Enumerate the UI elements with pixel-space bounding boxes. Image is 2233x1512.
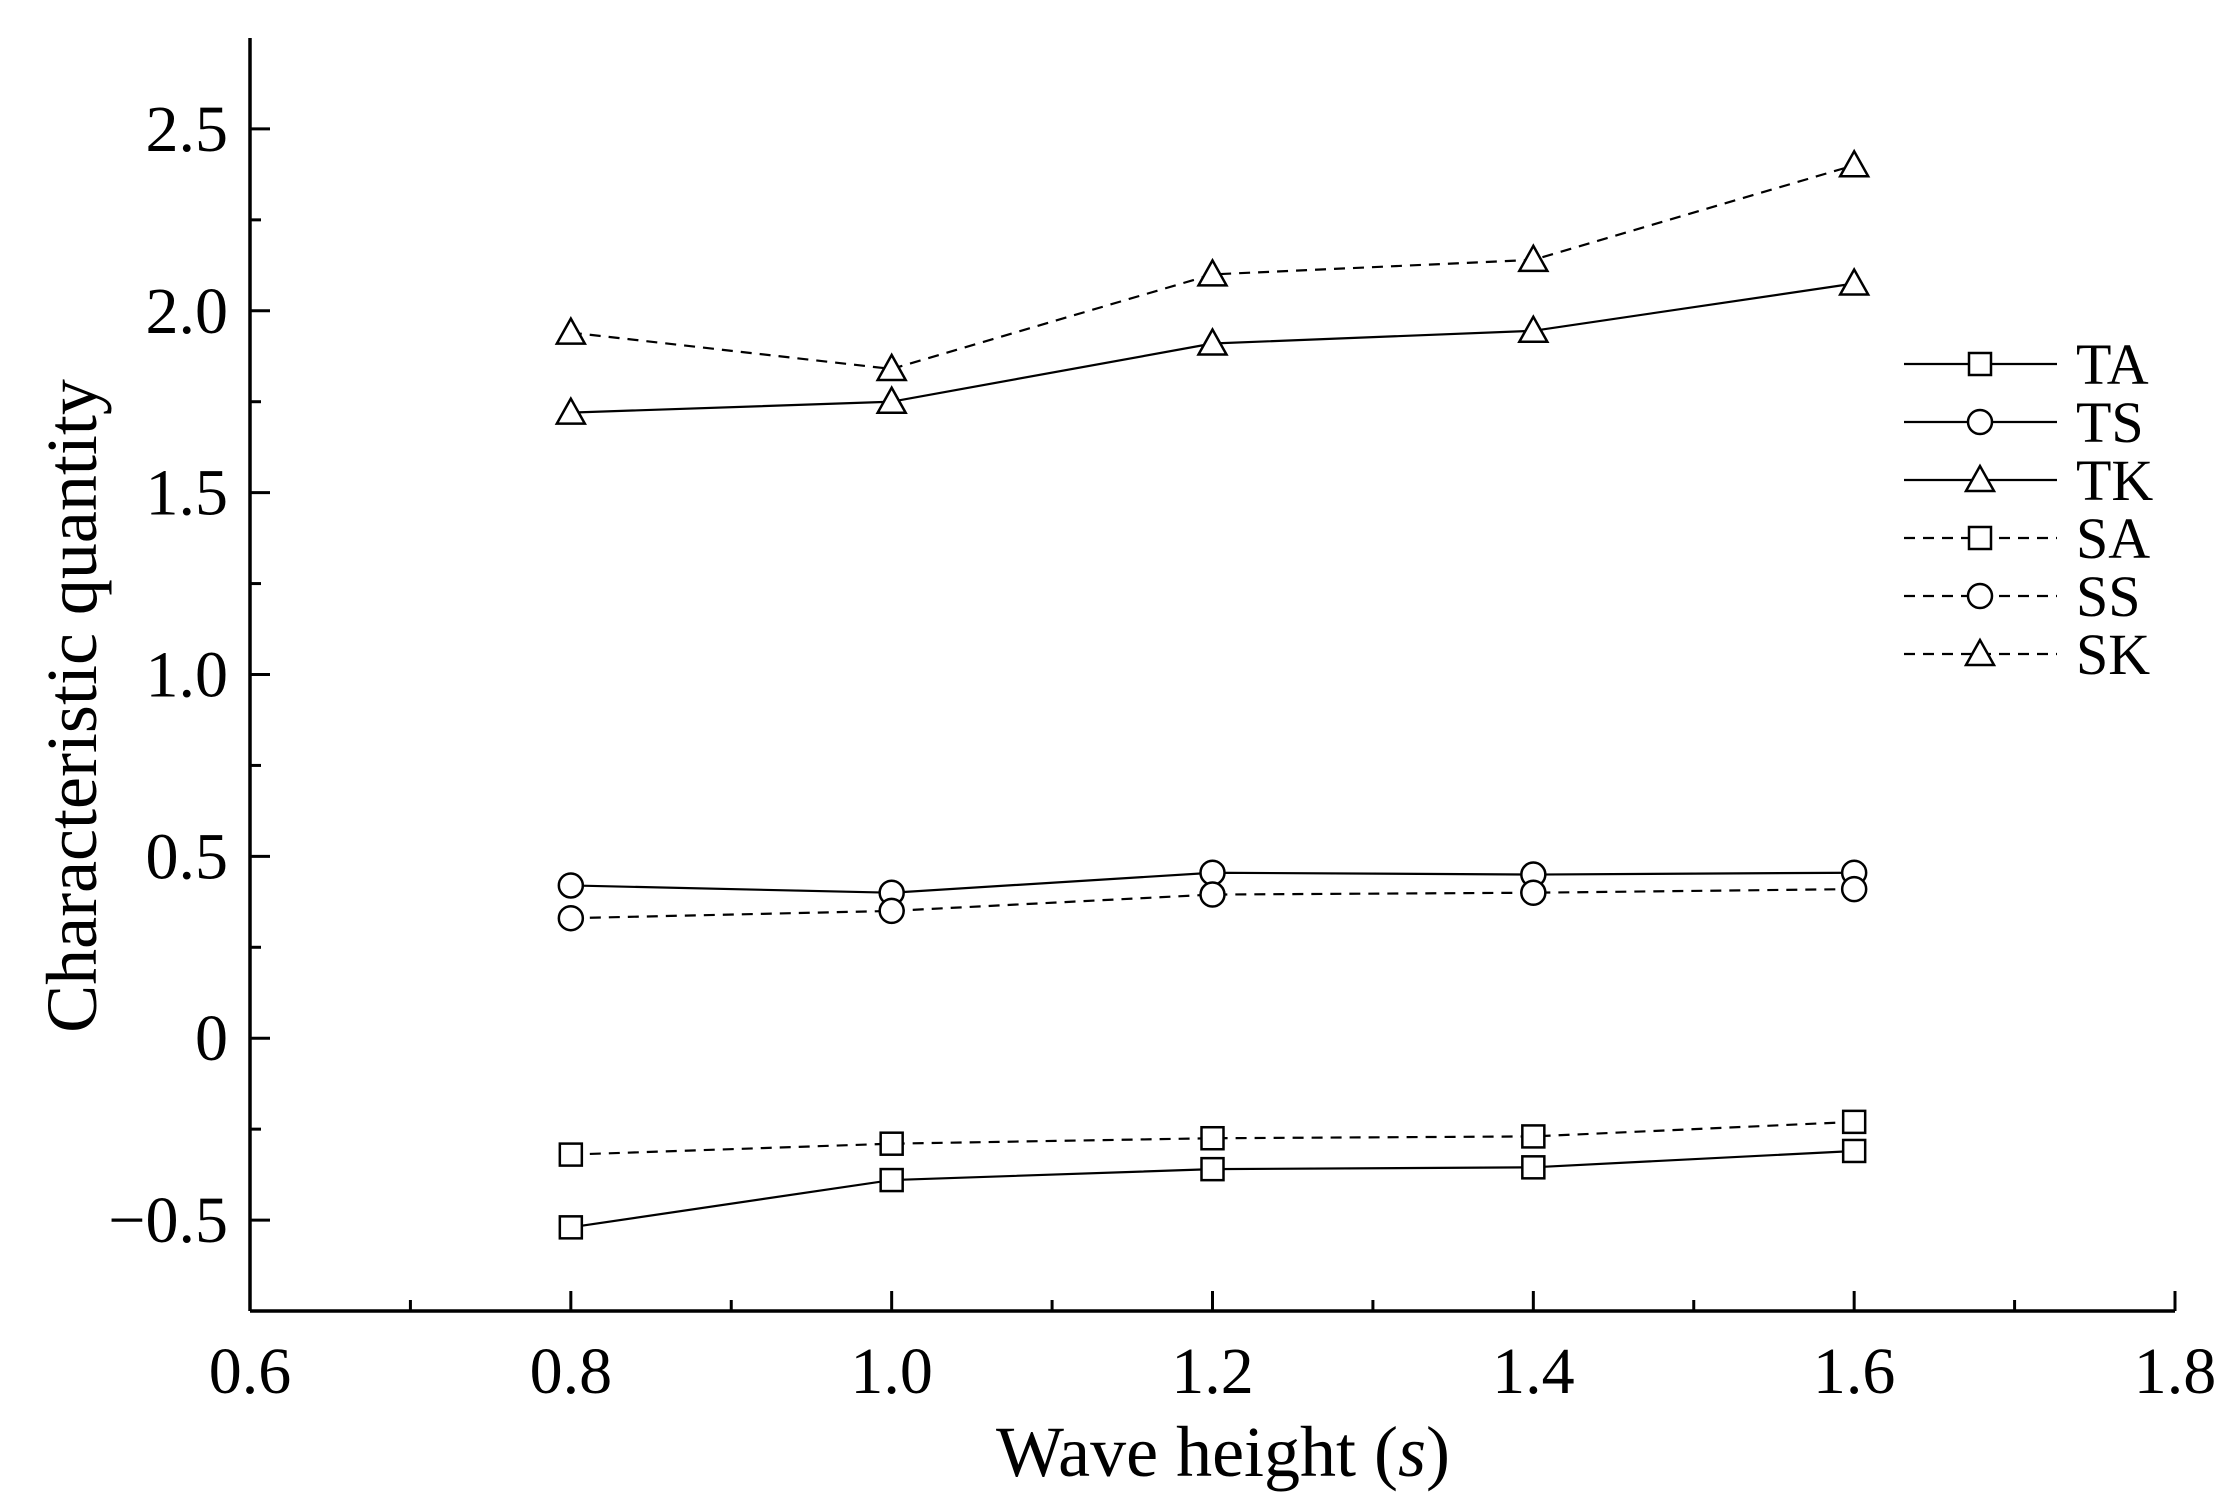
data-point-tk bbox=[554, 396, 587, 425]
data-point-sa bbox=[879, 1131, 904, 1156]
y-axis-ticks: −0.5 0 0.5 1.0 1.5 2.0 2.5 bbox=[108, 93, 270, 1257]
axes bbox=[248, 38, 2175, 1313]
data-point-ta bbox=[879, 1167, 904, 1193]
data-point-sk bbox=[554, 316, 587, 345]
legend-marker-ta bbox=[1967, 351, 1993, 377]
y-tick-label: 1.0 bbox=[146, 639, 229, 712]
y-tick-label: 2.5 bbox=[146, 93, 229, 166]
x-tick-label: 1.0 bbox=[850, 1335, 933, 1408]
data-point-sa bbox=[1200, 1125, 1225, 1151]
legend-marker-sa bbox=[1967, 525, 1993, 551]
data-point-tk bbox=[1196, 326, 1229, 356]
legend-label-ts: TS bbox=[2076, 390, 2144, 455]
data-point-ta bbox=[1521, 1155, 1546, 1180]
x-tick-label: 1.6 bbox=[1813, 1335, 1896, 1408]
series-line-sk bbox=[570, 164, 1855, 371]
data-point-tk bbox=[875, 385, 908, 414]
data-point-sk bbox=[1517, 243, 1550, 273]
x-tick-label: 0.8 bbox=[530, 1335, 613, 1408]
data-point-ss bbox=[1840, 875, 1868, 903]
legend-label-sk: SK bbox=[2076, 622, 2150, 687]
x-axis-title: Wave height (s) bbox=[996, 1412, 1450, 1492]
y-tick-label: 2.0 bbox=[146, 275, 229, 348]
series-line-ss bbox=[570, 887, 1855, 920]
data-point-ts bbox=[557, 872, 585, 899]
data-point-sa bbox=[1521, 1124, 1546, 1149]
x-tick-label: 1.4 bbox=[1492, 1335, 1575, 1408]
series-markers bbox=[554, 148, 1871, 1240]
data-point-sk bbox=[1196, 257, 1229, 287]
x-tick-label: 1.2 bbox=[1171, 1335, 1254, 1408]
y-axis-title: Characteristic quantity bbox=[32, 379, 112, 1033]
x-axis-ticks: 0.6 0.8 1.0 1.2 1.4 1.6 1.8 bbox=[209, 1291, 2217, 1408]
x-tick-label: 1.8 bbox=[2134, 1335, 2217, 1408]
series-lines bbox=[570, 164, 1855, 1229]
data-point-tk bbox=[1517, 314, 1550, 344]
legend-marker-ts bbox=[1966, 408, 1994, 436]
legend-label-ss: SS bbox=[2076, 564, 2141, 629]
data-point-ts bbox=[1199, 859, 1226, 886]
data-point-sk bbox=[875, 352, 908, 382]
y-tick-label: 1.5 bbox=[146, 457, 229, 530]
legend-marker-ss bbox=[1966, 582, 1994, 610]
y-tick-label: 0.5 bbox=[146, 820, 229, 893]
y-tick-label: −0.5 bbox=[108, 1184, 228, 1257]
data-point-tk bbox=[1838, 266, 1871, 296]
data-point-ta bbox=[1841, 1138, 1867, 1164]
data-point-ta bbox=[1200, 1156, 1225, 1182]
data-point-ss bbox=[878, 897, 905, 925]
legend-marker-sk bbox=[1963, 637, 1997, 667]
data-point-ss bbox=[557, 904, 585, 932]
legend-label-tk: TK bbox=[2076, 448, 2153, 513]
data-point-sa bbox=[1841, 1109, 1867, 1135]
legend-label-ta: TA bbox=[2076, 332, 2149, 397]
data-point-sk bbox=[1838, 148, 1871, 178]
data-point-ss bbox=[1520, 879, 1547, 906]
data-point-sa bbox=[558, 1142, 584, 1167]
legend-marker-tk bbox=[1963, 463, 1997, 493]
series-line-sa bbox=[570, 1120, 1855, 1156]
data-point-ss bbox=[1199, 881, 1226, 908]
x-tick-label: 0.6 bbox=[209, 1335, 292, 1408]
data-point-ta bbox=[558, 1215, 584, 1240]
legend-label-sa: SA bbox=[2076, 506, 2150, 571]
y-tick-label: 0 bbox=[195, 1002, 228, 1075]
